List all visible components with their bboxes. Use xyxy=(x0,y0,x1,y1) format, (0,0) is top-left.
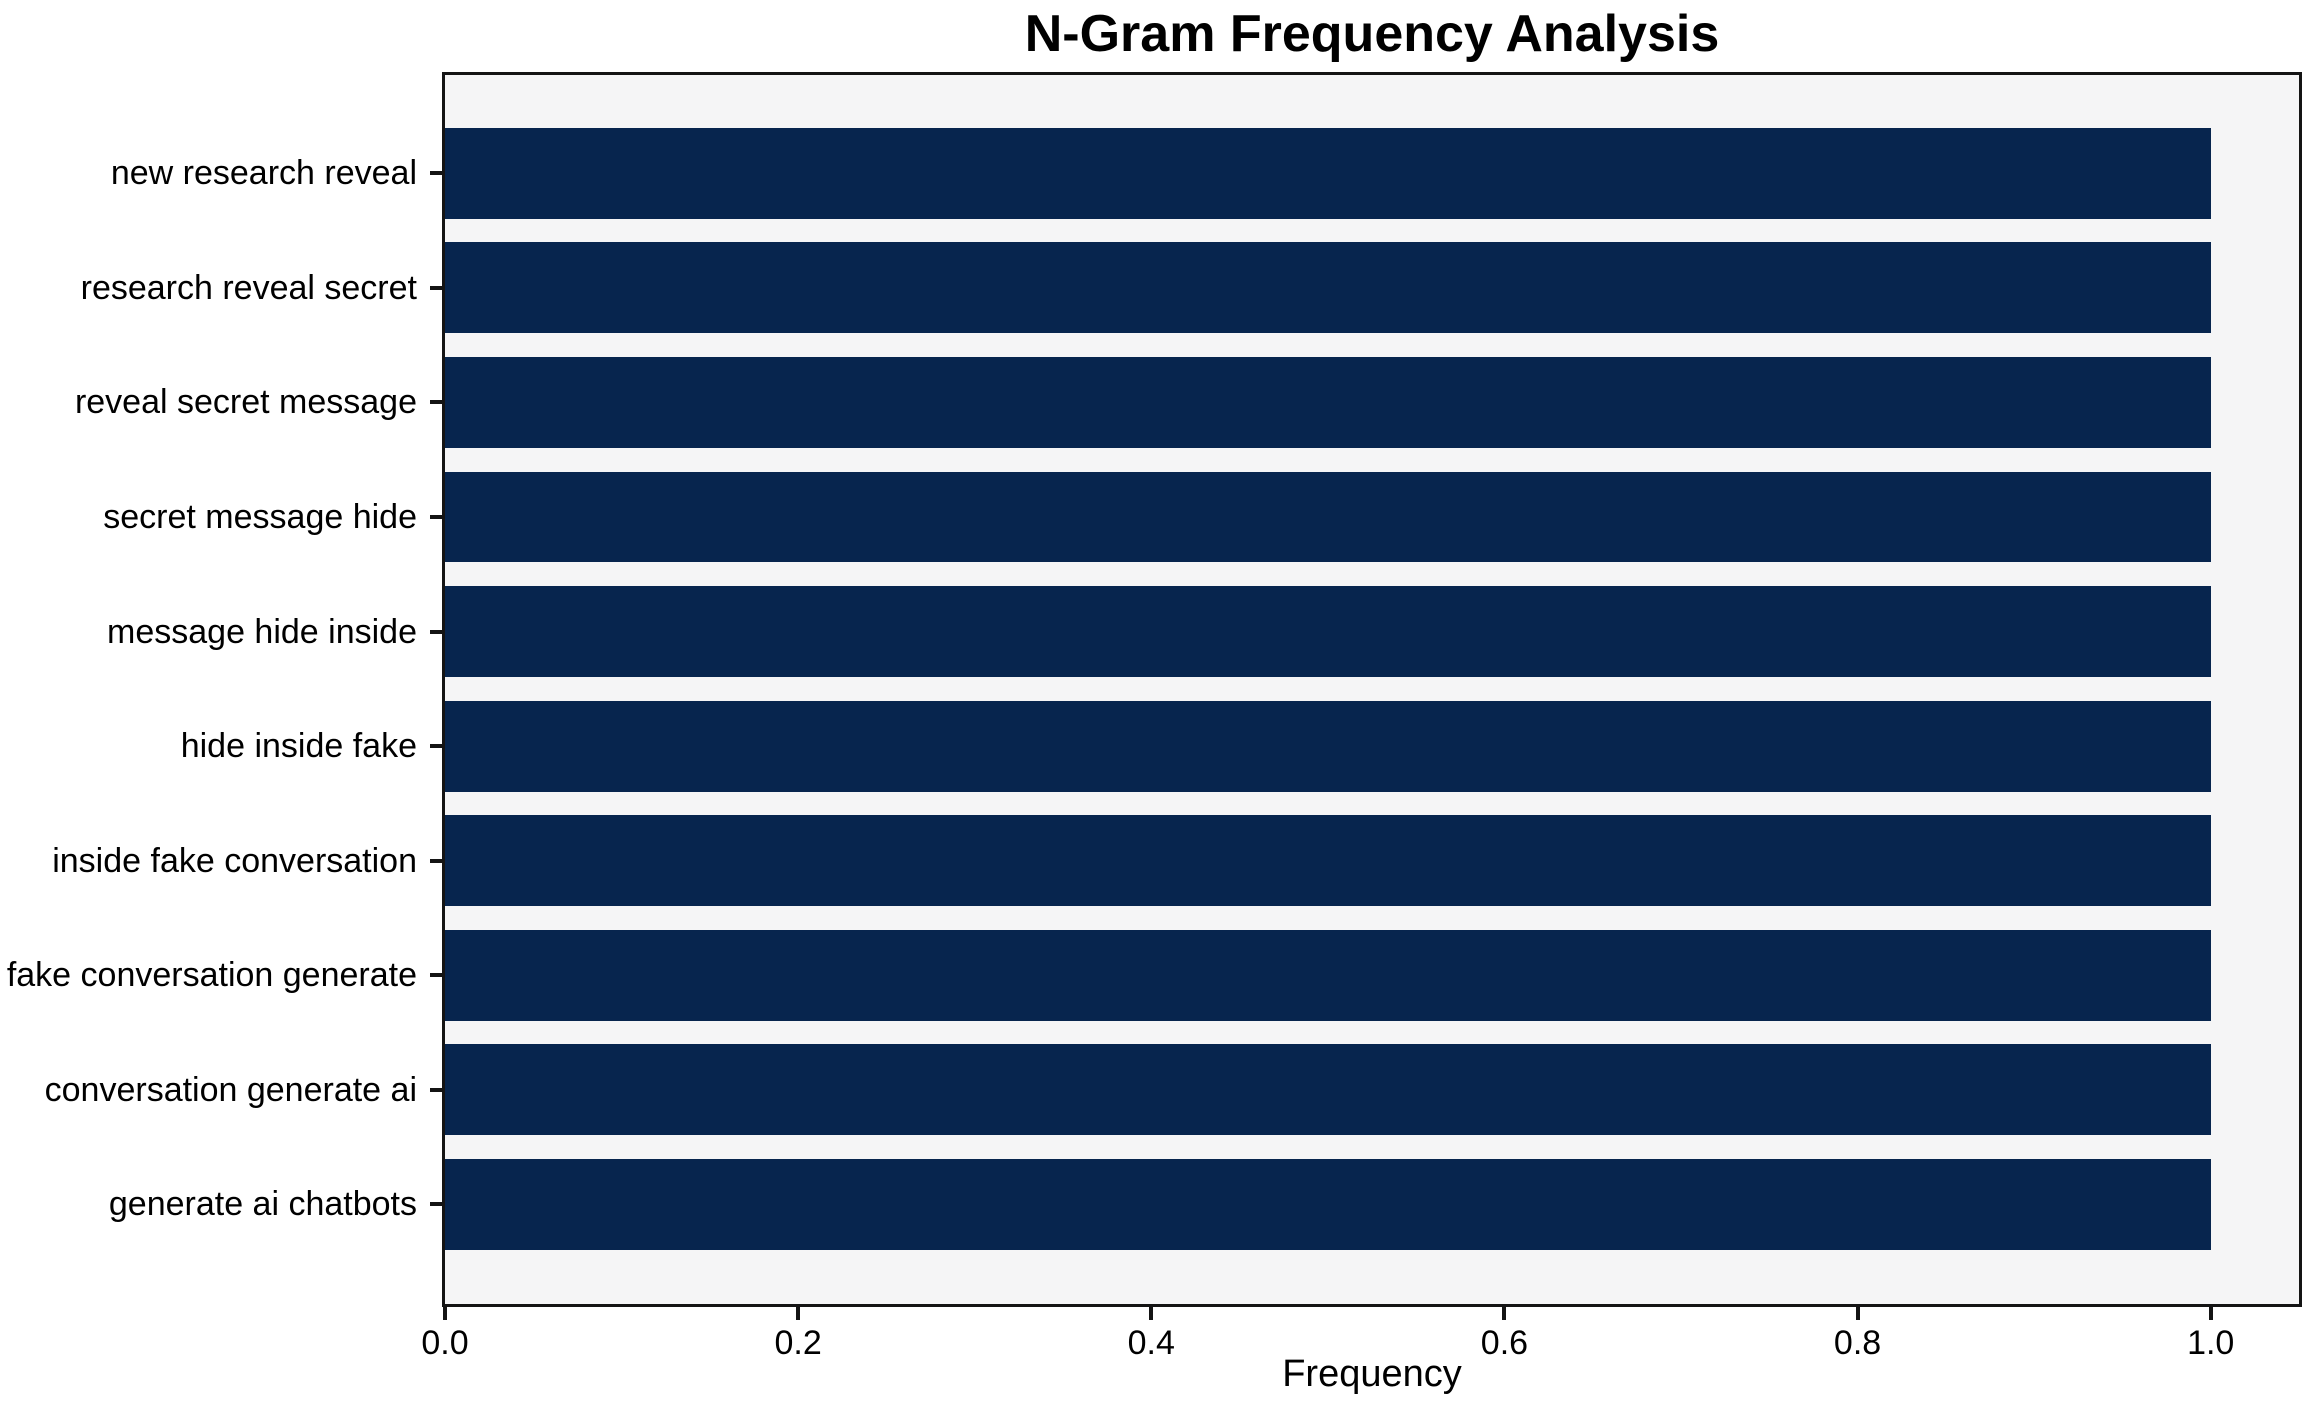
x-tick-label: 0.2 xyxy=(774,1324,822,1362)
bar xyxy=(445,471,2211,563)
y-tick-mark xyxy=(430,515,442,520)
x-tick-label: 0.4 xyxy=(1127,1324,1175,1362)
x-tick-mark xyxy=(1855,1307,1860,1320)
y-tick-mark xyxy=(430,629,442,634)
x-tick-label: 0.0 xyxy=(421,1324,469,1362)
y-tick-label: fake conversation generate xyxy=(6,956,417,995)
bar xyxy=(445,1044,2211,1136)
bar xyxy=(445,815,2211,907)
y-tick-label: generate ai chatbots xyxy=(108,1185,417,1224)
y-tick-mark xyxy=(430,973,442,978)
bar xyxy=(445,1158,2211,1250)
y-tick-mark xyxy=(430,744,442,749)
x-tick-mark xyxy=(2208,1307,2213,1320)
plot-area: new research reveal research reveal secre… xyxy=(7,72,2302,1360)
y-tick-label: new research reveal xyxy=(110,154,417,193)
y-tick-mark xyxy=(430,171,442,176)
x-tick-label: 1.0 xyxy=(2187,1324,2235,1362)
chart-title: N-Gram Frequency Analysis xyxy=(1024,5,1720,63)
y-tick-mark xyxy=(430,858,442,863)
bar xyxy=(445,929,2211,1021)
y-tick-mark xyxy=(430,400,442,405)
y-tick-label: inside fake conversation xyxy=(52,841,417,880)
bar xyxy=(445,356,2211,448)
y-tick-label: reveal secret message xyxy=(74,383,417,422)
bar xyxy=(445,700,2211,792)
y-tick-mark xyxy=(430,1202,442,1207)
bar xyxy=(445,127,2211,219)
y-tick-mark xyxy=(430,1087,442,1092)
y-tick-mark xyxy=(430,285,442,290)
x-axis-label: Frequency xyxy=(1282,1353,1462,1395)
x-tick-mark xyxy=(796,1307,801,1320)
y-tick-label: research reveal secret xyxy=(80,268,417,307)
y-tick-label: secret message hide xyxy=(103,498,417,537)
y-tick-label: message hide inside xyxy=(107,612,417,651)
x-tick-mark xyxy=(1149,1307,1154,1320)
y-tick-label: hide inside fake xyxy=(180,727,417,766)
x-tick-label: 0.6 xyxy=(1480,1324,1529,1362)
x-tick-mark xyxy=(443,1307,447,1320)
x-tick-label: 0.8 xyxy=(1833,1324,1882,1362)
y-tick-label: conversation generate ai xyxy=(44,1070,417,1109)
bar xyxy=(445,586,2211,678)
bar xyxy=(445,242,2211,334)
x-tick-mark xyxy=(1502,1307,1507,1320)
